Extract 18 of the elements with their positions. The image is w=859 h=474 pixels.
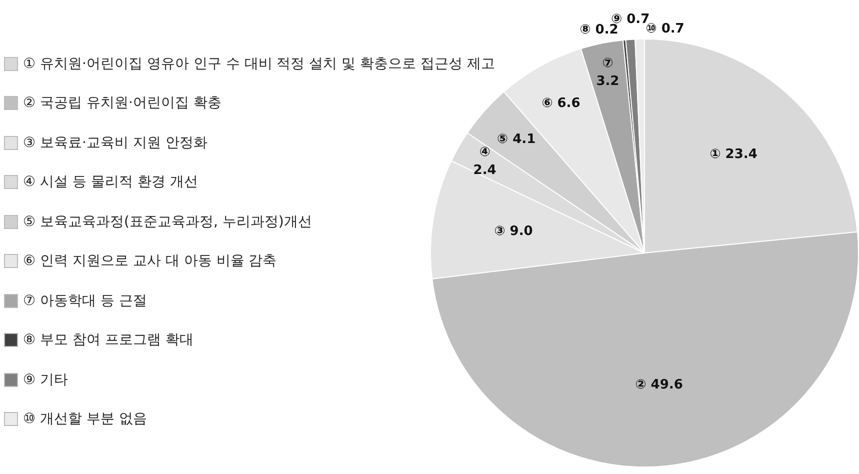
legend-label: ④ 시설 등 물리적 환경 개선 [23, 173, 198, 192]
data-label: ③ 9.0 [494, 224, 533, 239]
data-label: ⑥ 6.6 [542, 96, 580, 111]
legend-label: ⑩ 개선할 부분 없음 [23, 410, 147, 430]
legend-label: ③ 보육료·교육비 지원 안정화 [23, 134, 208, 153]
legend-label: ⑤ 보육교육과정(표준교육과정, 누리과정)개선 [23, 212, 312, 232]
legend-label: ⑧ 부모 참여 프로그램 확대 [23, 331, 194, 350]
data-label: ⑤ 4.1 [497, 132, 536, 147]
legend-label: ⑥ 인력 지원으로 교사 대 아동 비율 감축 [23, 252, 277, 272]
data-label: ⑦ 3.2 [596, 56, 620, 90]
legend-label: ⑦ 아동학대 등 근절 [23, 292, 147, 311]
legend-label: ② 국공립 유치원·어린이집 확충 [23, 94, 222, 114]
legend-label: ① 유치원·어린이집 영유아 인구 수 대비 적정 설치 및 확충으로 접근성 제고 [23, 54, 495, 74]
legend-label: ⑨ 기타 [23, 370, 68, 390]
data-label: ⑩ 0.7 [646, 21, 684, 36]
data-label: ④ 2.4 [473, 144, 496, 178]
data-label: ② 49.6 [635, 377, 683, 392]
data-label: ① 23.4 [710, 147, 758, 162]
